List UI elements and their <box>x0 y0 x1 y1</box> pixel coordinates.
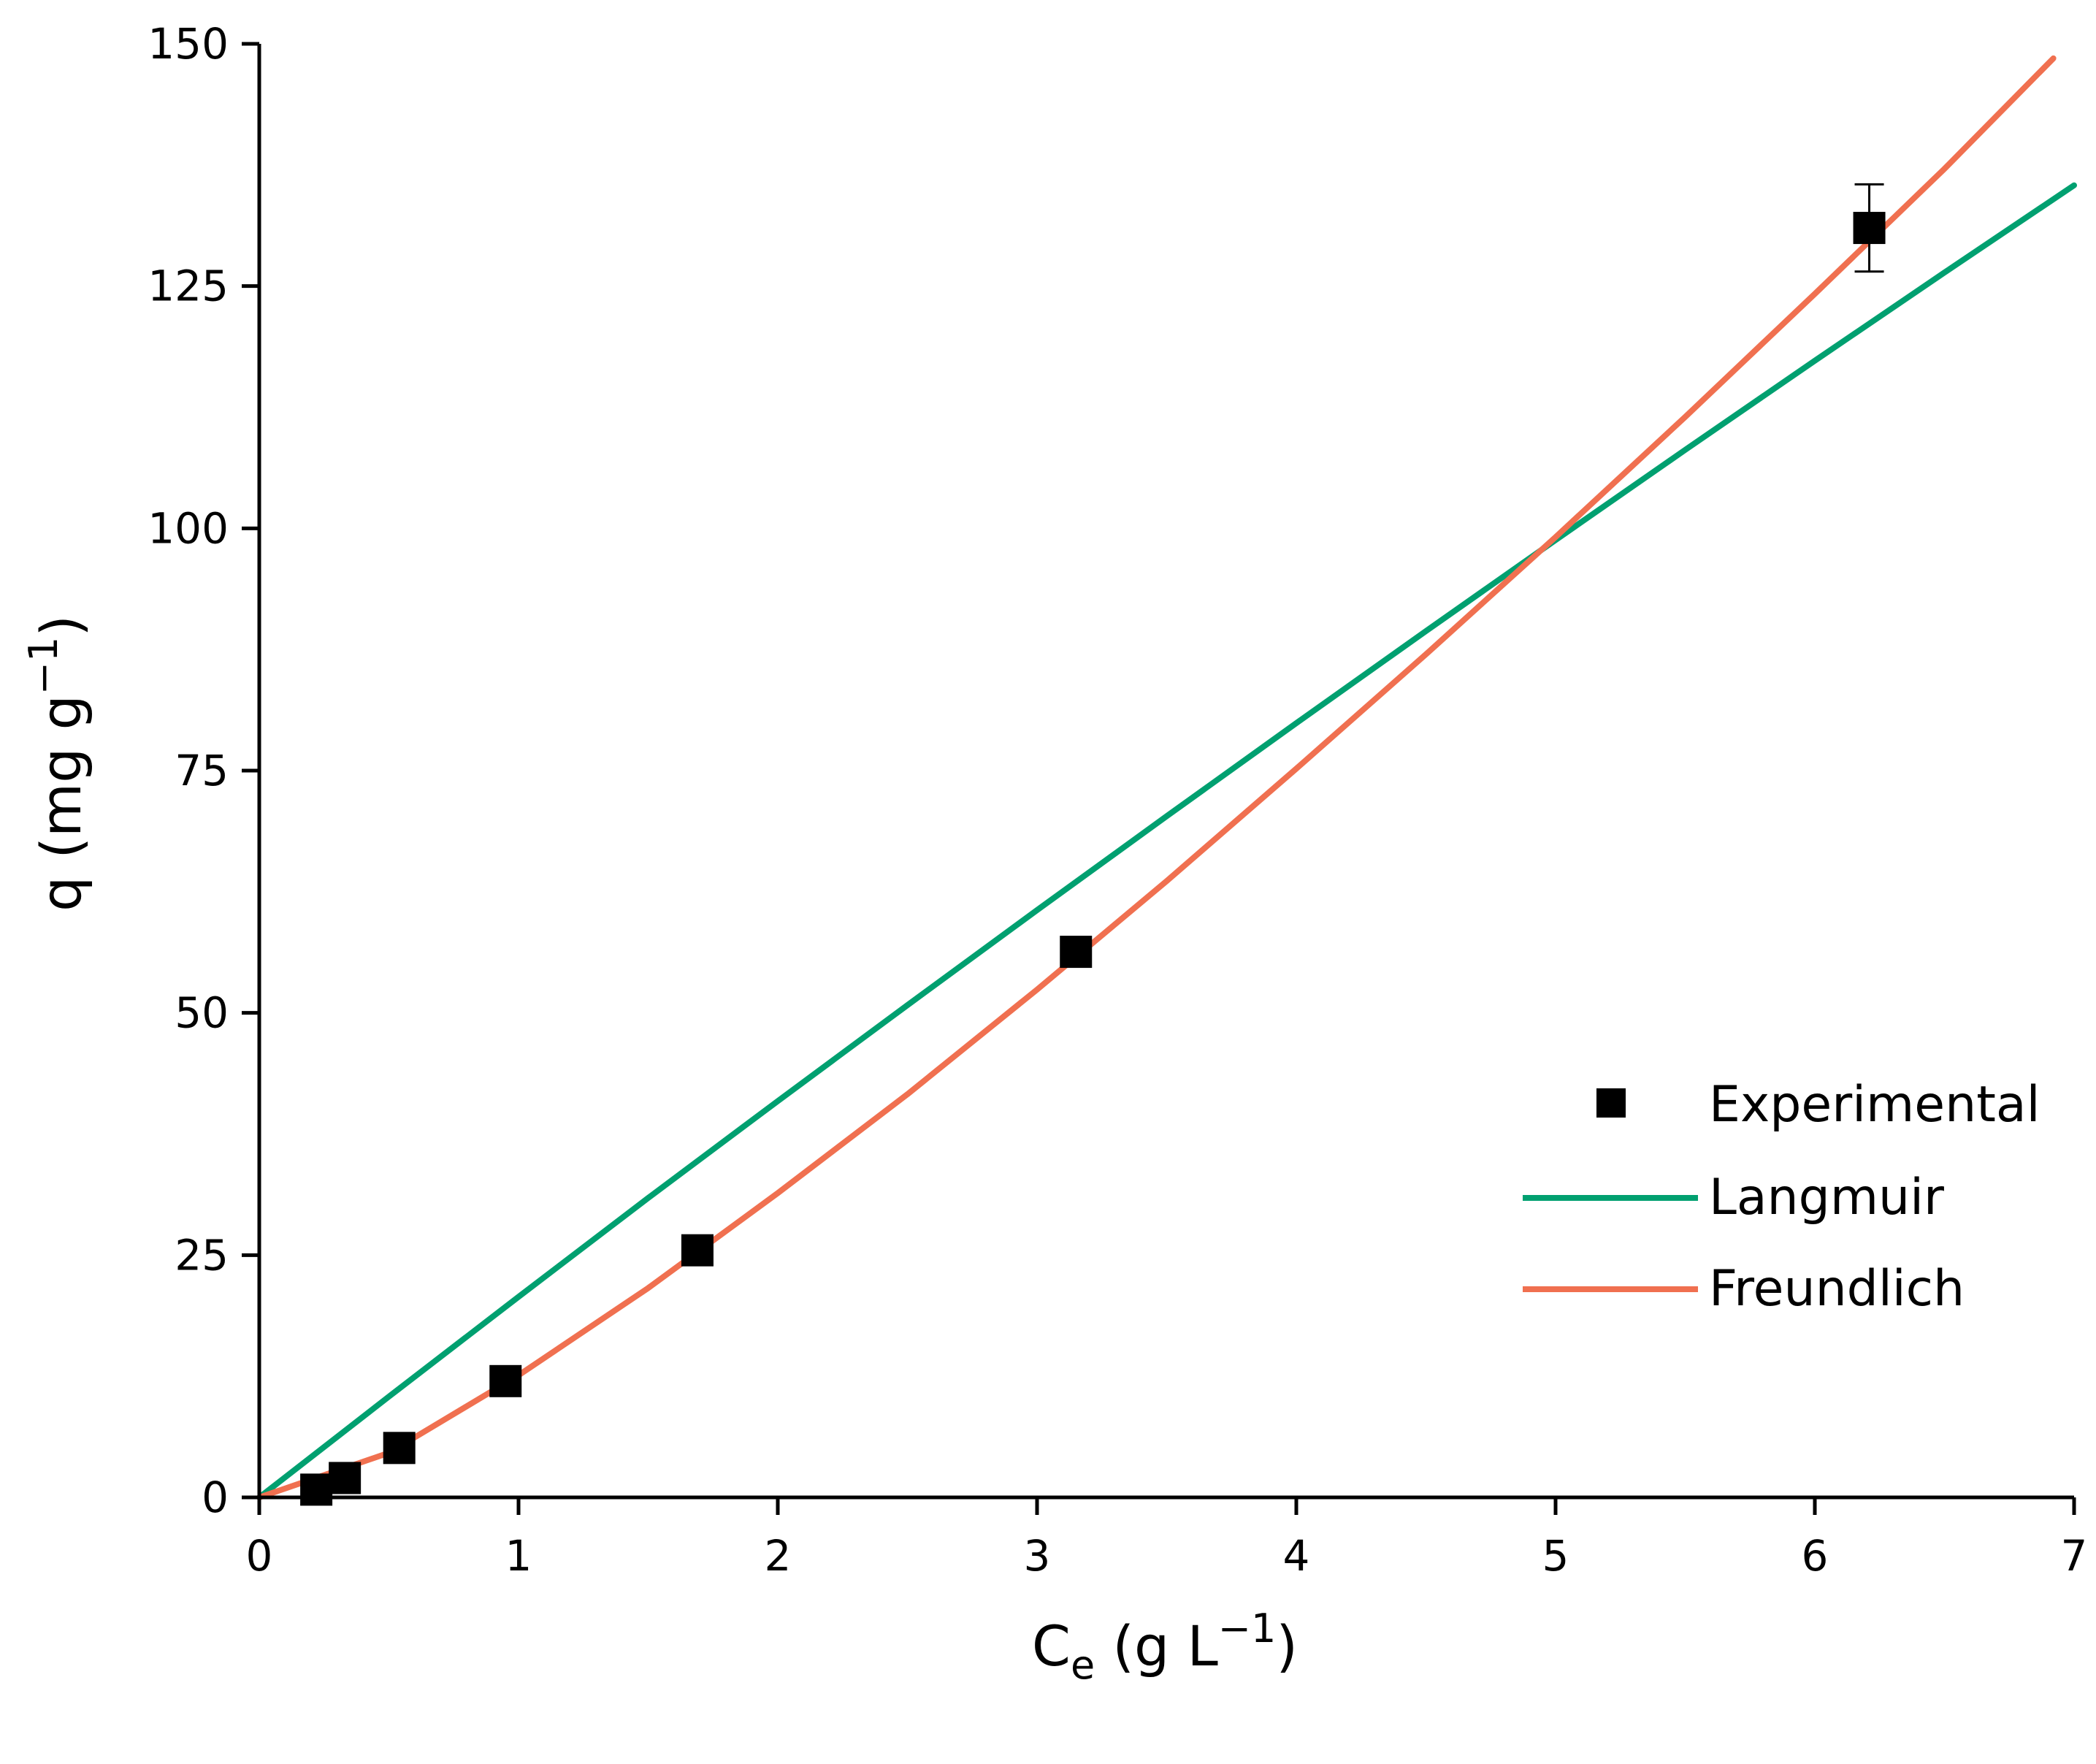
legend-label-freundlich: Freundlich <box>1709 1260 1965 1318</box>
y-axis-title-sup: −1 <box>20 637 66 695</box>
x-axis-title-sup: −1 <box>1218 1605 1277 1652</box>
legend-label-langmuir: Langmuir <box>1709 1169 1944 1226</box>
x-axis-title-sub: e <box>1071 1642 1095 1688</box>
data-point-experimental <box>1853 212 1886 245</box>
x-tick-label: 7 <box>2061 1531 2088 1581</box>
series-line-freundlich <box>256 55 2057 1500</box>
y-tick-label: 100 <box>148 503 229 553</box>
legend-label-experimental: Experimental <box>1709 1076 2040 1134</box>
x-tick-label: 1 <box>505 1531 532 1581</box>
x-ticks: 0 1 2 3 4 5 6 7 <box>246 1497 2088 1581</box>
x-axis-title: Ce (g L−1) <box>1032 1605 1298 1688</box>
x-axis-title-main: C <box>1032 1614 1071 1679</box>
y-axis-title-main: q (mg g <box>28 695 93 912</box>
y-tick-label: 25 <box>175 1230 229 1280</box>
y-tick-label: 75 <box>175 746 229 795</box>
data-point-experimental <box>681 1234 714 1267</box>
series-line-langmuir <box>256 182 2077 1500</box>
x-axis-title-unit: (g L <box>1095 1614 1218 1679</box>
plot-area <box>256 55 2077 1506</box>
y-tick-label: 150 <box>148 19 229 69</box>
data-point-experimental <box>300 1473 333 1506</box>
y-tick-label: 125 <box>148 261 229 311</box>
data-point-experimental <box>489 1364 522 1397</box>
y-tick-label: 50 <box>175 988 229 1038</box>
data-point-experimental <box>1060 936 1093 969</box>
x-tick-label: 6 <box>1802 1531 1829 1581</box>
y-axis-title: q (mg g−1) <box>20 615 93 912</box>
y-tick-label: 0 <box>202 1473 229 1522</box>
x-tick-label: 3 <box>1024 1531 1051 1581</box>
legend-marker-experimental <box>1596 1088 1626 1118</box>
y-ticks: 0 25 50 75 100 125 150 <box>148 19 259 1522</box>
legend: Experimental Langmuir Freundlich <box>1523 1076 2040 1318</box>
x-tick-label: 4 <box>1283 1531 1310 1581</box>
x-tick-label: 0 <box>246 1531 273 1581</box>
y-axis-title-close: ) <box>28 615 93 637</box>
x-axis-title-close: ) <box>1276 1614 1298 1679</box>
data-point-experimental <box>329 1462 362 1494</box>
x-tick-label: 2 <box>765 1531 792 1581</box>
data-point-experimental <box>383 1432 416 1465</box>
x-tick-label: 5 <box>1542 1531 1569 1581</box>
